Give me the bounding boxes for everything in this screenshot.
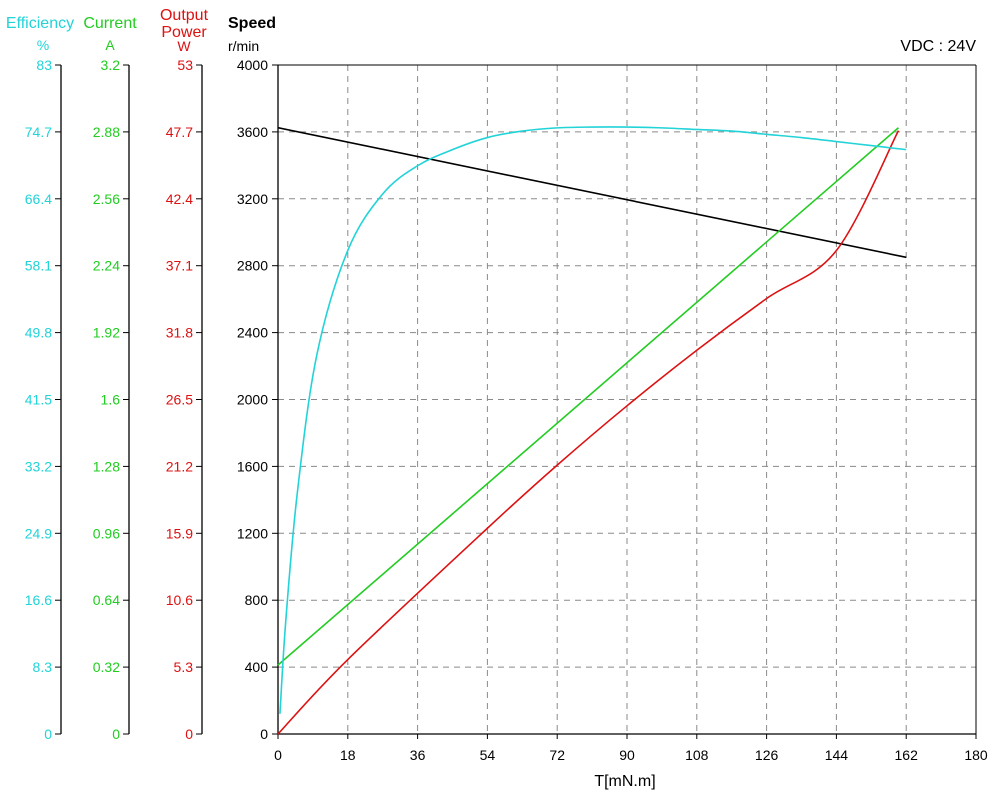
speed-tick-label: 2800 — [237, 258, 268, 274]
efficiency-axis-unit: % — [37, 37, 49, 53]
grid-layer — [278, 65, 976, 734]
power-axis-title-line2: Power — [161, 24, 207, 41]
power-tick-label: 21.2 — [166, 458, 193, 474]
speed-tick-label: 400 — [245, 659, 269, 675]
series-layer — [277, 126, 907, 735]
current-tick-label: 3.2 — [101, 57, 121, 73]
power-tick-label: 15.9 — [166, 525, 193, 541]
x-tick-label: 108 — [685, 747, 709, 763]
x-tick-label: 162 — [895, 747, 919, 763]
current-tick-label: 0 — [112, 726, 120, 742]
current-tick-label: 1.28 — [93, 458, 120, 474]
power-tick-label: 42.4 — [166, 191, 193, 207]
current-axis-unit: A — [105, 37, 115, 53]
power-tick-label: 31.8 — [166, 325, 193, 341]
power-tick-label: 0 — [185, 726, 193, 742]
speed-tick-label: 4000 — [237, 57, 268, 73]
power-tick-label: 53 — [177, 57, 193, 73]
power-tick-label: 26.5 — [166, 392, 193, 408]
efficiency-tick-label: 66.4 — [25, 191, 52, 207]
speed-tick-label: 3600 — [237, 124, 268, 140]
current-axis-title: Current — [83, 15, 137, 32]
power-curve — [277, 130, 900, 735]
efficiency-tick-label: 49.8 — [25, 325, 52, 341]
efficiency-tick-label: 8.3 — [33, 659, 53, 675]
speed-tick-label: 2000 — [237, 392, 268, 408]
power-tick-label: 5.3 — [174, 659, 194, 675]
speed-tick-label: 2400 — [237, 325, 268, 341]
x-tick-label: 0 — [274, 747, 282, 763]
x-tick-label: 36 — [410, 747, 426, 763]
x-tick-label: 72 — [549, 747, 565, 763]
efficiency-axis-title: Efficiency — [6, 15, 74, 32]
x-tick-label: 18 — [340, 747, 356, 763]
axes-layer: 0 18 36 54 72 90 108 126 144 162 180 0 400 800 1200 160… — [25, 57, 988, 763]
efficiency-tick-label: 74.7 — [25, 124, 52, 140]
power-axis-title-line1: Output — [160, 7, 209, 24]
x-axis-title: T[mN.m] — [594, 773, 655, 790]
power-tick-label: 47.7 — [166, 124, 193, 140]
current-tick-label: 2.88 — [93, 124, 120, 140]
speed-axis-title: Speed — [228, 15, 276, 32]
efficiency-tick-label: 16.6 — [25, 592, 52, 608]
x-tick-label: 90 — [619, 747, 635, 763]
speed-axis-unit: r/min — [228, 38, 259, 54]
x-tick-label: 180 — [964, 747, 988, 763]
efficiency-tick-label: 83 — [36, 57, 52, 73]
current-tick-label: 0.32 — [93, 659, 120, 675]
efficiency-tick-label: 58.1 — [25, 258, 52, 274]
efficiency-tick-label: 33.2 — [25, 458, 52, 474]
x-tick-label: 126 — [755, 747, 779, 763]
power-tick-label: 10.6 — [166, 592, 193, 608]
current-tick-label: 1.92 — [93, 325, 120, 341]
current-tick-label: 0.96 — [93, 525, 120, 541]
efficiency-tick-label: 24.9 — [25, 525, 52, 541]
speed-tick-label: 1600 — [237, 458, 268, 474]
efficiency-tick-label: 0 — [44, 726, 52, 742]
speed-curve — [277, 126, 907, 259]
speed-tick-label: 0 — [260, 726, 268, 742]
x-tick-label: 144 — [825, 747, 849, 763]
current-tick-label: 2.56 — [93, 191, 120, 207]
power-tick-label: 37.1 — [166, 258, 193, 274]
efficiency-tick-label: 41.5 — [25, 392, 52, 408]
current-tick-label: 1.6 — [101, 392, 121, 408]
vdc-label: VDC : 24V — [900, 38, 976, 55]
speed-tick-label: 800 — [245, 592, 269, 608]
efficiency-curve — [279, 126, 907, 714]
speed-tick-label: 1200 — [237, 525, 268, 541]
speed-tick-label: 3200 — [237, 191, 268, 207]
current-tick-label: 0.64 — [93, 592, 120, 608]
current-tick-label: 2.24 — [93, 258, 120, 274]
x-tick-label: 54 — [480, 747, 496, 763]
power-axis-unit: W — [177, 38, 191, 54]
current-curve — [277, 127, 899, 666]
